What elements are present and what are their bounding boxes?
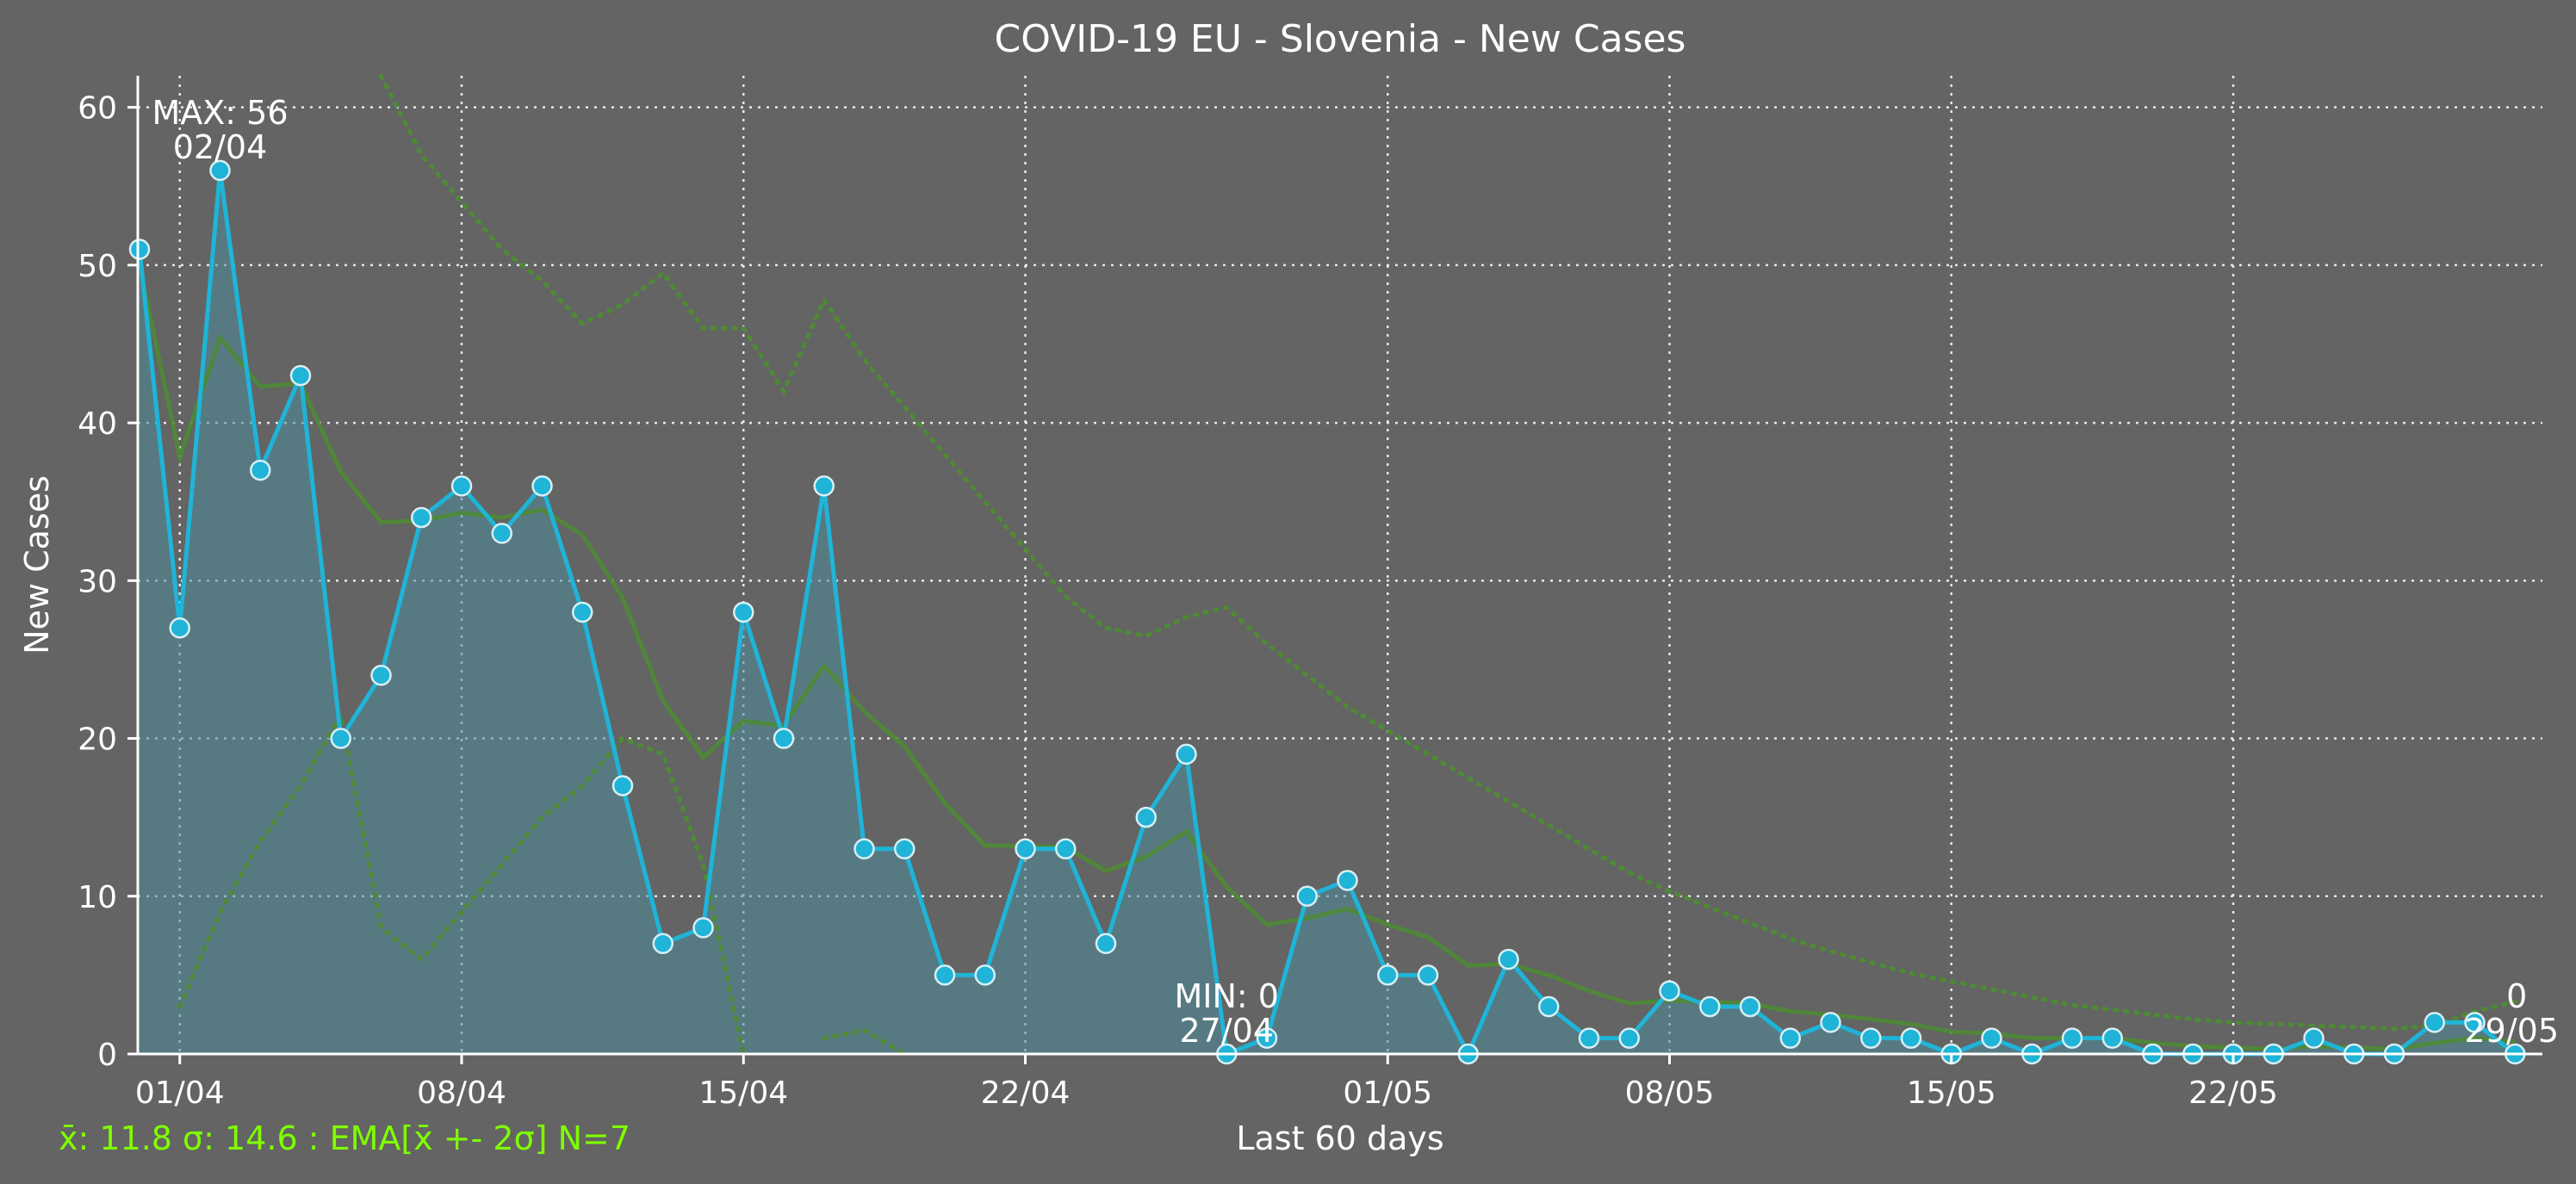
data-point: [1176, 743, 1197, 766]
data-point: [370, 665, 392, 686]
annotation-label: MAX: 56: [152, 94, 288, 132]
data-point: [2061, 1027, 2083, 1049]
x-tick-label: 08/04: [417, 1076, 506, 1111]
data-point: [733, 601, 754, 623]
ema-lower-band: [177, 708, 746, 1057]
data-point: [2424, 1012, 2445, 1033]
data-point: [1296, 885, 1318, 908]
x-axis-ticks: 01/04 08/04 15/04 22/04 01/05 08/05 15/05 22/05: [135, 1054, 2278, 1111]
annotation-label: 0: [2506, 977, 2527, 1015]
data-point: [773, 728, 795, 749]
data-point: [1538, 995, 1560, 1018]
y-tick-label: 60: [78, 91, 117, 127]
data-point: [250, 459, 271, 481]
y-tick-label: 30: [78, 564, 117, 599]
data-point: [1699, 995, 1721, 1018]
data-point: [531, 475, 553, 497]
data-point: [1618, 1027, 1640, 1049]
data-point: [1779, 1027, 1801, 1049]
annotation-date: 27/04: [1179, 1012, 1274, 1050]
data-point: [611, 775, 634, 797]
data-point: [1095, 933, 1117, 954]
data-point: [974, 964, 996, 986]
x-tick-label: 15/05: [1907, 1076, 1996, 1111]
data-point: [652, 933, 673, 954]
data-point: [934, 964, 956, 986]
x-tick-label: 15/04: [698, 1076, 788, 1111]
chart-title: COVID-19 EU - Slovenia - New Cases: [995, 17, 1686, 61]
data-point: [1578, 1027, 1600, 1049]
data-point: [1659, 980, 1680, 1001]
ema-lower-band: [822, 1027, 907, 1057]
data-point: [1135, 806, 1157, 828]
data-point: [450, 475, 473, 497]
data-point: [209, 159, 231, 182]
data-point: [411, 506, 432, 529]
y-axis-ticks: 0 10 20 30 40 50 60: [78, 91, 138, 1073]
data-point: [894, 838, 916, 860]
data-point: [813, 475, 835, 497]
y-tick-label: 10: [78, 880, 117, 915]
y-tick-label: 0: [97, 1038, 117, 1073]
data-point: [128, 239, 151, 260]
data-point: [1981, 1027, 2002, 1049]
annotation-label: MIN: 0: [1175, 977, 1279, 1015]
data-point: [330, 728, 351, 749]
y-tick-label: 20: [78, 722, 117, 758]
data-points: [128, 159, 2526, 1065]
x-axis-label: Last 60 days: [1236, 1119, 1443, 1157]
ema-band-lines: [177, 73, 2517, 1057]
y-tick-label: 40: [78, 406, 117, 442]
data-point: [1820, 1012, 1841, 1033]
data-point: [169, 617, 190, 639]
annotation-date: 02/04: [173, 128, 268, 166]
annotation-date: 29/05: [2464, 1012, 2559, 1050]
data-point: [2303, 1027, 2325, 1049]
ema-upper-band: [379, 73, 2517, 1032]
y-tick-label: 50: [78, 249, 117, 284]
x-tick-label: 22/04: [981, 1076, 1071, 1111]
data-point: [572, 601, 593, 623]
x-tick-label: 01/05: [1343, 1076, 1432, 1111]
data-point: [1256, 1027, 1278, 1049]
y-axis-label: New Cases: [18, 475, 56, 654]
x-tick-label: 08/05: [1625, 1076, 1715, 1111]
x-tick-label: 01/04: [135, 1076, 225, 1111]
data-point: [1337, 870, 1358, 891]
data-point: [1900, 1027, 1922, 1049]
data-point: [2464, 1012, 2486, 1033]
data-point: [289, 364, 312, 387]
cases-area-fill: [140, 170, 2516, 1054]
stats-footer: x̄: 11.8 σ: 14.6 : EMA[x̄ +- 2σ] N=7: [59, 1119, 630, 1157]
data-point: [1015, 838, 1036, 860]
data-point: [491, 523, 512, 544]
data-point: [1739, 995, 1761, 1018]
data-point: [1860, 1027, 1882, 1049]
data-point: [692, 917, 714, 939]
data-point: [1498, 948, 1519, 970]
data-point: [1055, 838, 1077, 860]
x-tick-label: 22/05: [2188, 1076, 2278, 1111]
data-point: [1417, 964, 1439, 986]
data-point: [1377, 964, 1399, 986]
data-point: [2101, 1027, 2123, 1049]
data-point: [853, 838, 875, 860]
